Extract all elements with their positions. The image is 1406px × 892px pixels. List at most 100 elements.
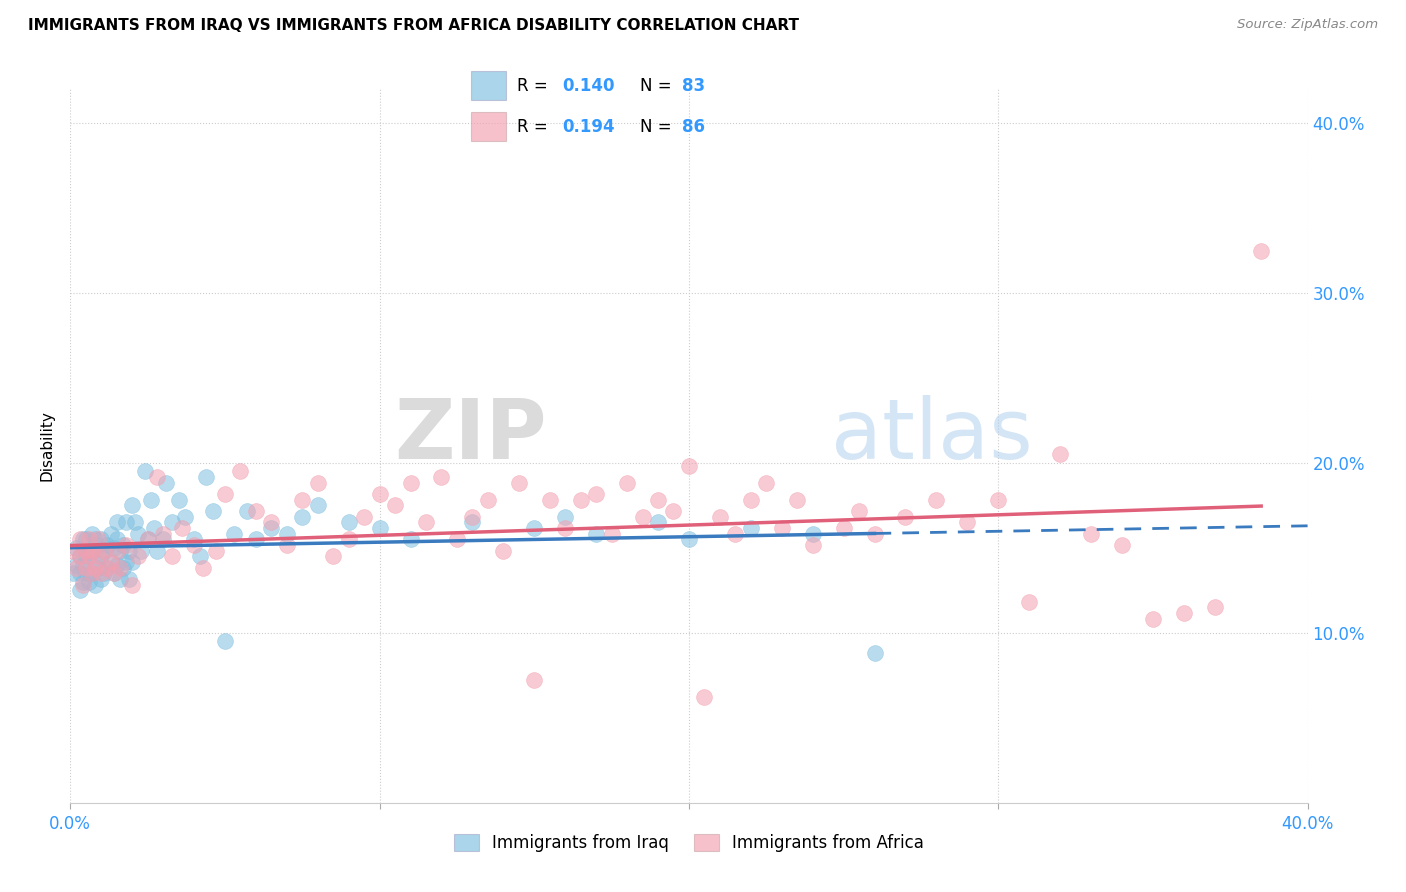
Text: ZIP: ZIP bbox=[394, 395, 547, 475]
Point bbox=[72, 578, 94, 592]
Point bbox=[260, 516, 283, 530]
Point bbox=[72, 558, 94, 572]
Point bbox=[84, 555, 107, 569]
Point bbox=[585, 486, 607, 500]
Point bbox=[1111, 537, 1133, 551]
Legend: Immigrants from Iraq, Immigrants from Africa: Immigrants from Iraq, Immigrants from Af… bbox=[447, 827, 931, 859]
Point bbox=[77, 533, 100, 547]
Point bbox=[111, 561, 134, 575]
Point bbox=[155, 476, 177, 491]
Point bbox=[569, 493, 592, 508]
Point bbox=[77, 574, 100, 589]
Text: atlas: atlas bbox=[831, 395, 1033, 475]
Point bbox=[103, 566, 125, 581]
Point bbox=[337, 516, 360, 530]
Point bbox=[124, 516, 146, 530]
Point bbox=[353, 510, 375, 524]
Point bbox=[162, 549, 184, 564]
Point bbox=[75, 561, 97, 575]
Point bbox=[65, 561, 87, 575]
Point bbox=[183, 533, 205, 547]
Point bbox=[662, 503, 685, 517]
Point bbox=[477, 493, 499, 508]
Text: R =: R = bbox=[517, 77, 553, 95]
Point bbox=[245, 503, 267, 517]
Point bbox=[709, 510, 731, 524]
Point bbox=[801, 537, 824, 551]
Point bbox=[173, 510, 195, 524]
Point bbox=[96, 537, 118, 551]
Point bbox=[93, 544, 115, 558]
Point bbox=[925, 493, 948, 508]
Point bbox=[415, 516, 437, 530]
Point bbox=[80, 544, 103, 558]
Text: 0.140: 0.140 bbox=[562, 77, 614, 95]
Point bbox=[956, 516, 979, 530]
Point bbox=[1204, 600, 1226, 615]
Point bbox=[224, 527, 246, 541]
Point bbox=[121, 578, 143, 592]
Point bbox=[848, 503, 870, 517]
Point bbox=[188, 549, 211, 564]
Point bbox=[291, 493, 314, 508]
Point bbox=[770, 520, 793, 534]
Point bbox=[987, 493, 1010, 508]
Point bbox=[118, 544, 141, 558]
Point bbox=[75, 544, 97, 558]
Point bbox=[90, 533, 112, 547]
Point bbox=[152, 533, 174, 547]
Point bbox=[96, 561, 118, 575]
Point bbox=[134, 465, 156, 479]
Point bbox=[69, 533, 91, 547]
Point bbox=[693, 690, 716, 705]
Point bbox=[446, 533, 468, 547]
Point bbox=[162, 516, 184, 530]
Point bbox=[146, 544, 169, 558]
Point bbox=[307, 476, 329, 491]
Point bbox=[100, 555, 122, 569]
Point bbox=[307, 499, 329, 513]
Point bbox=[523, 673, 546, 688]
Point bbox=[105, 544, 128, 558]
Point bbox=[80, 527, 103, 541]
Point bbox=[136, 533, 159, 547]
Point bbox=[337, 533, 360, 547]
Point bbox=[399, 476, 422, 491]
Point bbox=[93, 566, 115, 581]
Point bbox=[72, 533, 94, 547]
Point bbox=[554, 510, 576, 524]
Point bbox=[84, 561, 107, 575]
Point bbox=[115, 555, 138, 569]
Point bbox=[523, 520, 546, 534]
Point bbox=[1018, 595, 1040, 609]
Point bbox=[111, 537, 134, 551]
FancyBboxPatch shape bbox=[471, 71, 506, 100]
Point bbox=[863, 646, 886, 660]
Point bbox=[146, 469, 169, 483]
Point bbox=[461, 510, 484, 524]
Point bbox=[183, 537, 205, 551]
Point bbox=[75, 566, 97, 581]
Point bbox=[600, 527, 623, 541]
Point bbox=[322, 549, 344, 564]
Point bbox=[863, 527, 886, 541]
Point bbox=[740, 520, 762, 534]
Point bbox=[121, 555, 143, 569]
Text: 86: 86 bbox=[682, 118, 704, 136]
Point bbox=[214, 634, 236, 648]
Point bbox=[131, 544, 153, 558]
Point bbox=[631, 510, 654, 524]
Point bbox=[75, 549, 97, 564]
Point bbox=[80, 566, 103, 581]
Point bbox=[127, 527, 149, 541]
Point bbox=[260, 520, 283, 534]
Point bbox=[105, 558, 128, 572]
Point bbox=[80, 544, 103, 558]
Point bbox=[276, 527, 298, 541]
Point bbox=[139, 493, 162, 508]
Point bbox=[1049, 448, 1071, 462]
Point bbox=[108, 561, 131, 575]
Point bbox=[87, 537, 110, 551]
Point bbox=[115, 516, 138, 530]
Point bbox=[108, 572, 131, 586]
